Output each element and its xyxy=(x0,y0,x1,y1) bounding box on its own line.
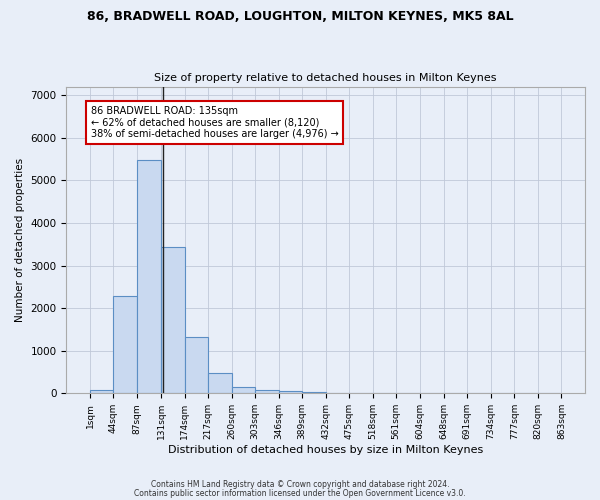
Bar xyxy=(302,392,326,394)
Bar xyxy=(208,374,232,394)
Bar xyxy=(90,390,113,394)
Bar xyxy=(161,247,185,394)
Bar xyxy=(113,296,137,394)
Bar xyxy=(278,391,302,394)
Bar xyxy=(232,386,255,394)
X-axis label: Distribution of detached houses by size in Milton Keynes: Distribution of detached houses by size … xyxy=(168,445,484,455)
Title: Size of property relative to detached houses in Milton Keynes: Size of property relative to detached ho… xyxy=(154,73,497,83)
Bar xyxy=(137,160,161,394)
Bar xyxy=(255,390,278,394)
Text: 86, BRADWELL ROAD, LOUGHTON, MILTON KEYNES, MK5 8AL: 86, BRADWELL ROAD, LOUGHTON, MILTON KEYN… xyxy=(86,10,514,23)
Bar xyxy=(185,337,208,394)
Text: Contains public sector information licensed under the Open Government Licence v3: Contains public sector information licen… xyxy=(134,488,466,498)
Text: Contains HM Land Registry data © Crown copyright and database right 2024.: Contains HM Land Registry data © Crown c… xyxy=(151,480,449,489)
Y-axis label: Number of detached properties: Number of detached properties xyxy=(15,158,25,322)
Text: 86 BRADWELL ROAD: 135sqm
← 62% of detached houses are smaller (8,120)
38% of sem: 86 BRADWELL ROAD: 135sqm ← 62% of detach… xyxy=(91,106,338,139)
